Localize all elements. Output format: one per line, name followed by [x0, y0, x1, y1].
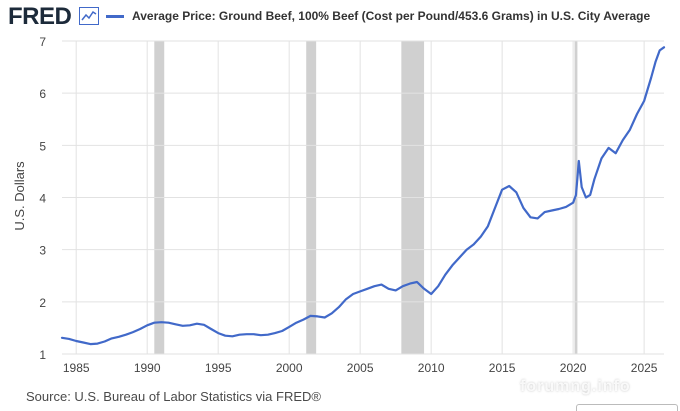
- series-line-1: [60, 46, 666, 346]
- x-tick-label-2010: 2010: [418, 361, 445, 375]
- gridlines: [62, 40, 664, 355]
- y-tick-label-4: 4: [39, 192, 46, 206]
- legend-swatch: [106, 15, 124, 18]
- corner-control[interactable]: [576, 404, 678, 411]
- legend-label: Average Price: Ground Beef, 100% Beef (C…: [132, 9, 651, 23]
- x-tick-label-2000: 2000: [276, 361, 303, 375]
- x-tick-label-2015: 2015: [489, 361, 516, 375]
- x-tick-label-2020: 2020: [560, 361, 587, 375]
- y-tick-label-3: 3: [39, 244, 46, 258]
- line-chart-icon: [79, 7, 99, 25]
- x-tick-label-1985: 1985: [63, 361, 90, 375]
- series-layer: [60, 46, 666, 346]
- source-note: Source: U.S. Bureau of Labor Statistics …: [26, 389, 321, 404]
- chart-header: FRED Average Price: Ground Beef, 100% Be…: [0, 0, 680, 34]
- watermark: forumng.info: [520, 378, 631, 395]
- x-axis-ticks: 1985 1990 1995 2000 2005 2010 2015 2020 2025: [63, 361, 658, 375]
- chart-plot: 1 2 3 4 5 6 7 1985 1990 1995 2000 2005 2010 2015 2020…: [12, 35, 666, 375]
- x-tick-label-1990: 1990: [134, 361, 161, 375]
- x-tick-label-2025: 2025: [631, 361, 658, 375]
- y-tick-label-1: 1: [39, 348, 46, 362]
- x-tick-label-1995: 1995: [205, 361, 232, 375]
- fred-logo[interactable]: FRED: [8, 3, 72, 30]
- x-tick-label-2005: 2005: [347, 361, 374, 375]
- y-tick-label-6: 6: [39, 87, 46, 101]
- y-axis-label: U.S. Dollars: [12, 161, 27, 231]
- y-tick-label-5: 5: [39, 139, 46, 153]
- y-tick-label-7: 7: [39, 35, 46, 49]
- y-tick-label-2: 2: [39, 296, 46, 310]
- y-axis-ticks: 1 2 3 4 5 6 7: [39, 35, 46, 362]
